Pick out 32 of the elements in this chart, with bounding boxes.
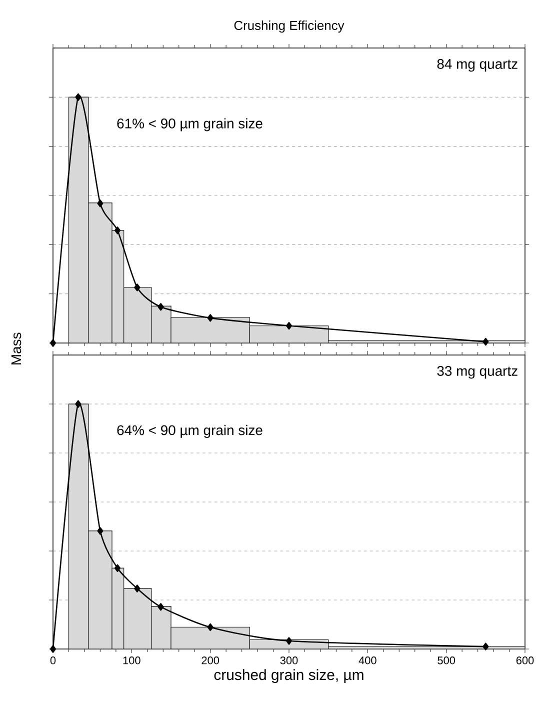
point — [50, 339, 56, 347]
point — [207, 623, 214, 632]
text: 84 mg quartz — [437, 59, 518, 72]
point — [207, 314, 214, 322]
point — [114, 564, 121, 572]
point — [286, 322, 292, 330]
annotation: 61% < 90 µm grain size — [117, 118, 262, 132]
x-tick-label: 300 — [280, 656, 298, 664]
point — [158, 603, 164, 611]
y-axis-title: Mass — [11, 332, 22, 364]
annotation: 64% < 90 µm grain size — [117, 424, 262, 438]
point — [286, 637, 292, 645]
point — [482, 642, 489, 650]
x-tick-label: 200 — [202, 656, 220, 664]
point — [158, 303, 164, 311]
x-tick-label: 500 — [438, 656, 456, 664]
x-tick-label: 400 — [358, 656, 376, 664]
x-tick-label: 600 — [516, 656, 534, 664]
point — [482, 338, 489, 346]
point — [97, 527, 104, 535]
chart-title: Crushing Efficiency — [234, 20, 344, 33]
point — [134, 284, 140, 292]
point — [114, 226, 121, 234]
point — [75, 400, 82, 408]
x-tick-label: 100 — [123, 656, 140, 664]
point — [50, 645, 56, 653]
point — [134, 584, 140, 592]
point — [97, 200, 104, 208]
point — [75, 93, 82, 102]
x-axis-title: crushed grain size, µm — [214, 669, 364, 684]
x-tick-label: 0 — [50, 656, 56, 664]
text: 33 mg quartz — [437, 366, 518, 379]
